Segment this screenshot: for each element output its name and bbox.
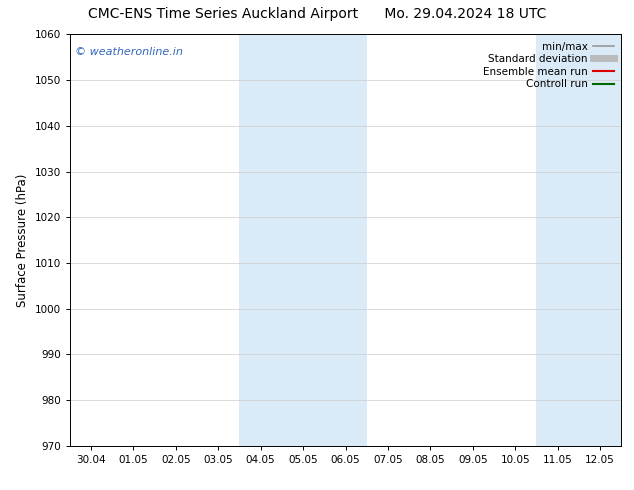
Legend: min/max, Standard deviation, Ensemble mean run, Controll run: min/max, Standard deviation, Ensemble me…	[481, 40, 616, 92]
Bar	[536, 34, 621, 446]
Text: © weatheronline.in: © weatheronline.in	[75, 47, 183, 57]
Text: CMC-ENS Time Series Auckland Airport      Mo. 29.04.2024 18 UTC: CMC-ENS Time Series Auckland Airport Mo.…	[88, 7, 546, 22]
Y-axis label: Surface Pressure (hPa): Surface Pressure (hPa)	[16, 173, 29, 307]
Bar	[240, 34, 366, 446]
